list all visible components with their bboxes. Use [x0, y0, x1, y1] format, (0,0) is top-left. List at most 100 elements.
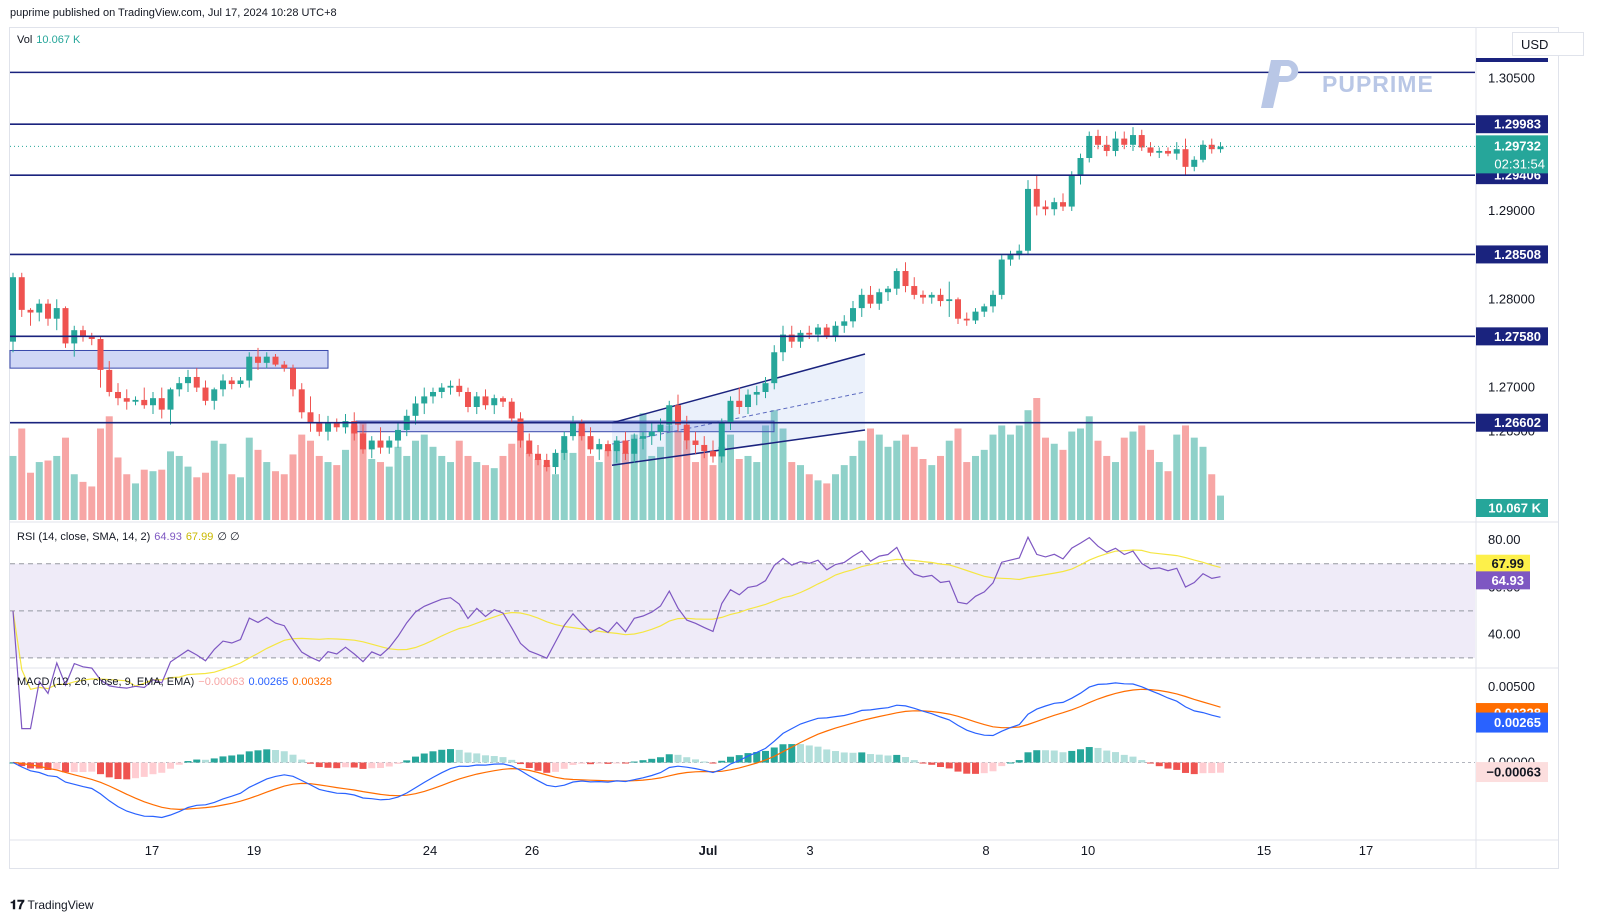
candle-body [771, 352, 778, 384]
volume-bar [123, 474, 131, 520]
macd-tick-label: 0.00500 [1488, 679, 1535, 694]
macd-histogram-bar [385, 762, 393, 767]
candle-body [115, 391, 121, 399]
volume-bar [622, 452, 629, 520]
resistance-zone [9, 349, 329, 369]
macd-histogram-bar [394, 762, 402, 764]
volume-bar [1094, 440, 1102, 520]
candle-body [1077, 158, 1084, 176]
rsi-legend-name: RSI (14, close, SMA, 14, 2) [17, 531, 151, 543]
candle-body [368, 440, 375, 450]
volume-legend-name: Vol [17, 34, 33, 46]
candle-body [1016, 250, 1023, 256]
macd-histogram-bar [280, 751, 288, 763]
macd-histogram-bar [210, 758, 218, 763]
candle-body [1217, 146, 1224, 150]
volume-bar [910, 446, 918, 520]
volume-bar [954, 428, 962, 520]
macd-histogram-bar [683, 757, 691, 763]
macd-histogram-bar [840, 752, 848, 763]
volume-bar [797, 465, 804, 520]
candle-body [1173, 149, 1180, 154]
candle-body [202, 387, 209, 401]
candle-body [640, 436, 646, 439]
volume-bar [1164, 471, 1172, 520]
candle-body [1208, 144, 1215, 150]
candle-body [657, 424, 664, 432]
candle-body [307, 412, 314, 423]
macd-histogram-bar [1085, 747, 1093, 763]
macd-histogram-bar [875, 754, 883, 763]
volume-bar [175, 455, 183, 520]
volume-bar [193, 477, 201, 520]
volume-bar [893, 440, 901, 520]
volume-bar [44, 460, 52, 520]
tradingview-footer[interactable]: 𝟏𝟕 TradingView [10, 897, 94, 913]
volume-bar [394, 446, 402, 520]
macd-histogram-bar [1007, 762, 1014, 764]
rsi-tick-label: 80.00 [1488, 532, 1521, 547]
macd-histogram-bar [849, 752, 857, 763]
currency-selector[interactable]: USD [1512, 32, 1584, 56]
macd-histogram-bar [543, 762, 551, 773]
volume-bar [805, 474, 813, 520]
volume-bar [210, 440, 218, 520]
candle-body [692, 440, 699, 445]
candle-body [736, 400, 743, 407]
volume-bar [385, 466, 393, 520]
macd-histogram-bar [272, 750, 279, 763]
macd-histogram-bar [1164, 762, 1172, 769]
volume-bar [237, 477, 244, 520]
macd-histogram-bar [237, 754, 244, 763]
macd-histogram-bar [35, 762, 43, 769]
macd-histogram-bar [709, 762, 717, 764]
publisher-caption: puprime published on TradingView.com, Ju… [10, 7, 337, 19]
volume-bar [53, 455, 61, 520]
volume-bar [490, 468, 498, 520]
date-tick-label: 10 [1081, 843, 1095, 858]
candle-body [622, 440, 629, 454]
volume-bar [534, 459, 542, 520]
volume-bar [158, 469, 166, 520]
volume-bar [867, 428, 874, 520]
volume-bar [1024, 410, 1032, 520]
macd-histogram-bar [158, 762, 166, 773]
macd-histogram-bar [657, 757, 664, 763]
volume-bar [858, 440, 866, 520]
macd-histogram-bar [359, 762, 367, 769]
macd-histogram-bar [97, 762, 104, 775]
macd-signal-line [12, 688, 1221, 811]
volume-bar [167, 451, 174, 520]
volume-legend-value: 10.067 K [36, 34, 81, 46]
candle-body [412, 403, 419, 416]
macd-histogram-bar [1050, 750, 1058, 763]
volume-bar [560, 449, 568, 520]
candle-body [246, 356, 253, 381]
macd-histogram-bar [989, 762, 997, 772]
macd-histogram-bar [315, 762, 323, 768]
candle-body [491, 398, 498, 406]
macd-histogram-bar [823, 749, 831, 763]
macd-histogram-bar [464, 752, 472, 763]
volume-bar [770, 410, 778, 520]
candle-body [797, 332, 804, 342]
macd-histogram-bar [44, 762, 52, 770]
level-badge [1476, 115, 1548, 134]
macd-histogram-bar [517, 762, 524, 765]
level-badge [1476, 413, 1548, 432]
candle-body [141, 399, 148, 406]
volume-bar [578, 428, 586, 520]
candle-body [517, 418, 524, 441]
volume-bar [333, 465, 341, 520]
candle-body [1051, 202, 1058, 210]
macd-histogram-bar [770, 747, 778, 763]
volume-bar [359, 422, 367, 520]
volume-bar [70, 474, 78, 520]
macd-histogram-bar [403, 760, 411, 763]
macd-histogram-bar [149, 762, 157, 775]
volume-bar [1173, 434, 1181, 520]
volume-bar [814, 480, 822, 520]
volume-bar [753, 462, 761, 520]
macd-histogram-bar [1199, 762, 1207, 774]
